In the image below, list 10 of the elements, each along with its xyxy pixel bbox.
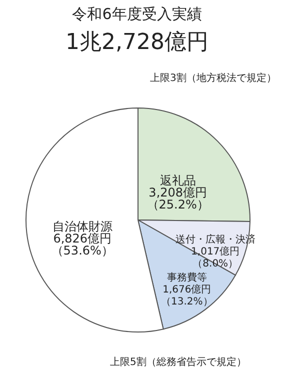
data-label: 1,676億円（13.2%）	[161, 283, 213, 308]
text: 上限3割（地方税法で規定）	[150, 72, 276, 84]
slice-label: 自治体財源	[52, 219, 112, 234]
slice-label: 返礼品	[160, 174, 196, 188]
data-label: 6,826億円（53.6%）	[51, 231, 114, 258]
slice-label: 事務費等	[166, 271, 207, 284]
text: 上限5割（総務省告示で規定）	[110, 356, 246, 368]
data-label: 3,208億円（25.2%）	[146, 186, 209, 212]
chart-title: 令和6年度受入実績	[72, 5, 202, 23]
chart-subtitle: 1兆2,728億円	[66, 30, 208, 55]
